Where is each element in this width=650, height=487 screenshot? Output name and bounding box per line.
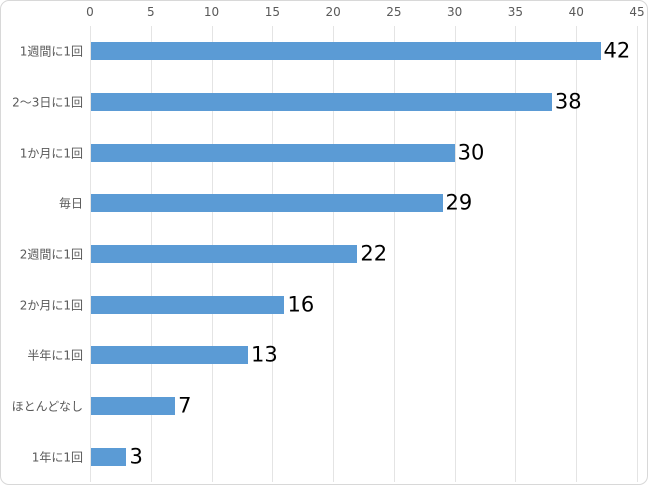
x-axis-tick-label: 30 [447,5,463,19]
x-axis-tick-label: 35 [507,5,524,19]
x-axis-tick-label: 45 [629,5,645,19]
bar [91,93,552,111]
category-label: ほとんどなし [11,399,83,414]
x-axis-tick-label: 10 [203,5,220,19]
bar [91,194,443,213]
bar [91,397,176,415]
bar-value-label: 30 [457,140,485,165]
x-axis-tick-label: 40 [568,5,584,19]
category-label: 毎日 [58,196,83,211]
vertical-gridline [576,26,577,482]
x-axis-tick-label: 0 [86,5,94,19]
x-axis-tick-label: 5 [146,5,155,19]
vertical-gridline [394,26,395,482]
category-label: 1か月に1回 [19,146,83,161]
bar-value-label: 3 [129,444,143,469]
bar-value-label: 29 [445,190,473,215]
vertical-gridline [455,26,456,482]
category-label: 1週間に1回 [19,44,83,59]
bar-value-label: 7 [178,393,192,418]
bar [91,143,455,162]
bar-value-label: 16 [287,292,315,317]
bar-value-label: 22 [360,241,388,266]
category-label: 2～3日に1回 [12,95,83,110]
category-label: 2か月に1回 [19,298,83,313]
x-axis-tick-label: 25 [386,5,402,19]
bar [91,295,285,314]
category-label: 1年に1回 [31,450,83,465]
bar-value-label: 42 [603,38,631,63]
bar [91,447,127,466]
category-label: 2週間に1回 [19,247,83,262]
bar [91,42,601,61]
vertical-gridline [90,26,91,482]
vertical-gridline [637,26,638,482]
bar [91,346,249,365]
x-axis-tick-label: 15 [264,5,280,19]
category-label: 半年に1回 [27,348,83,363]
x-axis-tick-label: 20 [325,5,341,19]
bar [91,245,358,263]
bar-value-label: 13 [251,342,278,367]
vertical-gridline [515,26,516,482]
bar-value-label: 38 [554,89,582,114]
